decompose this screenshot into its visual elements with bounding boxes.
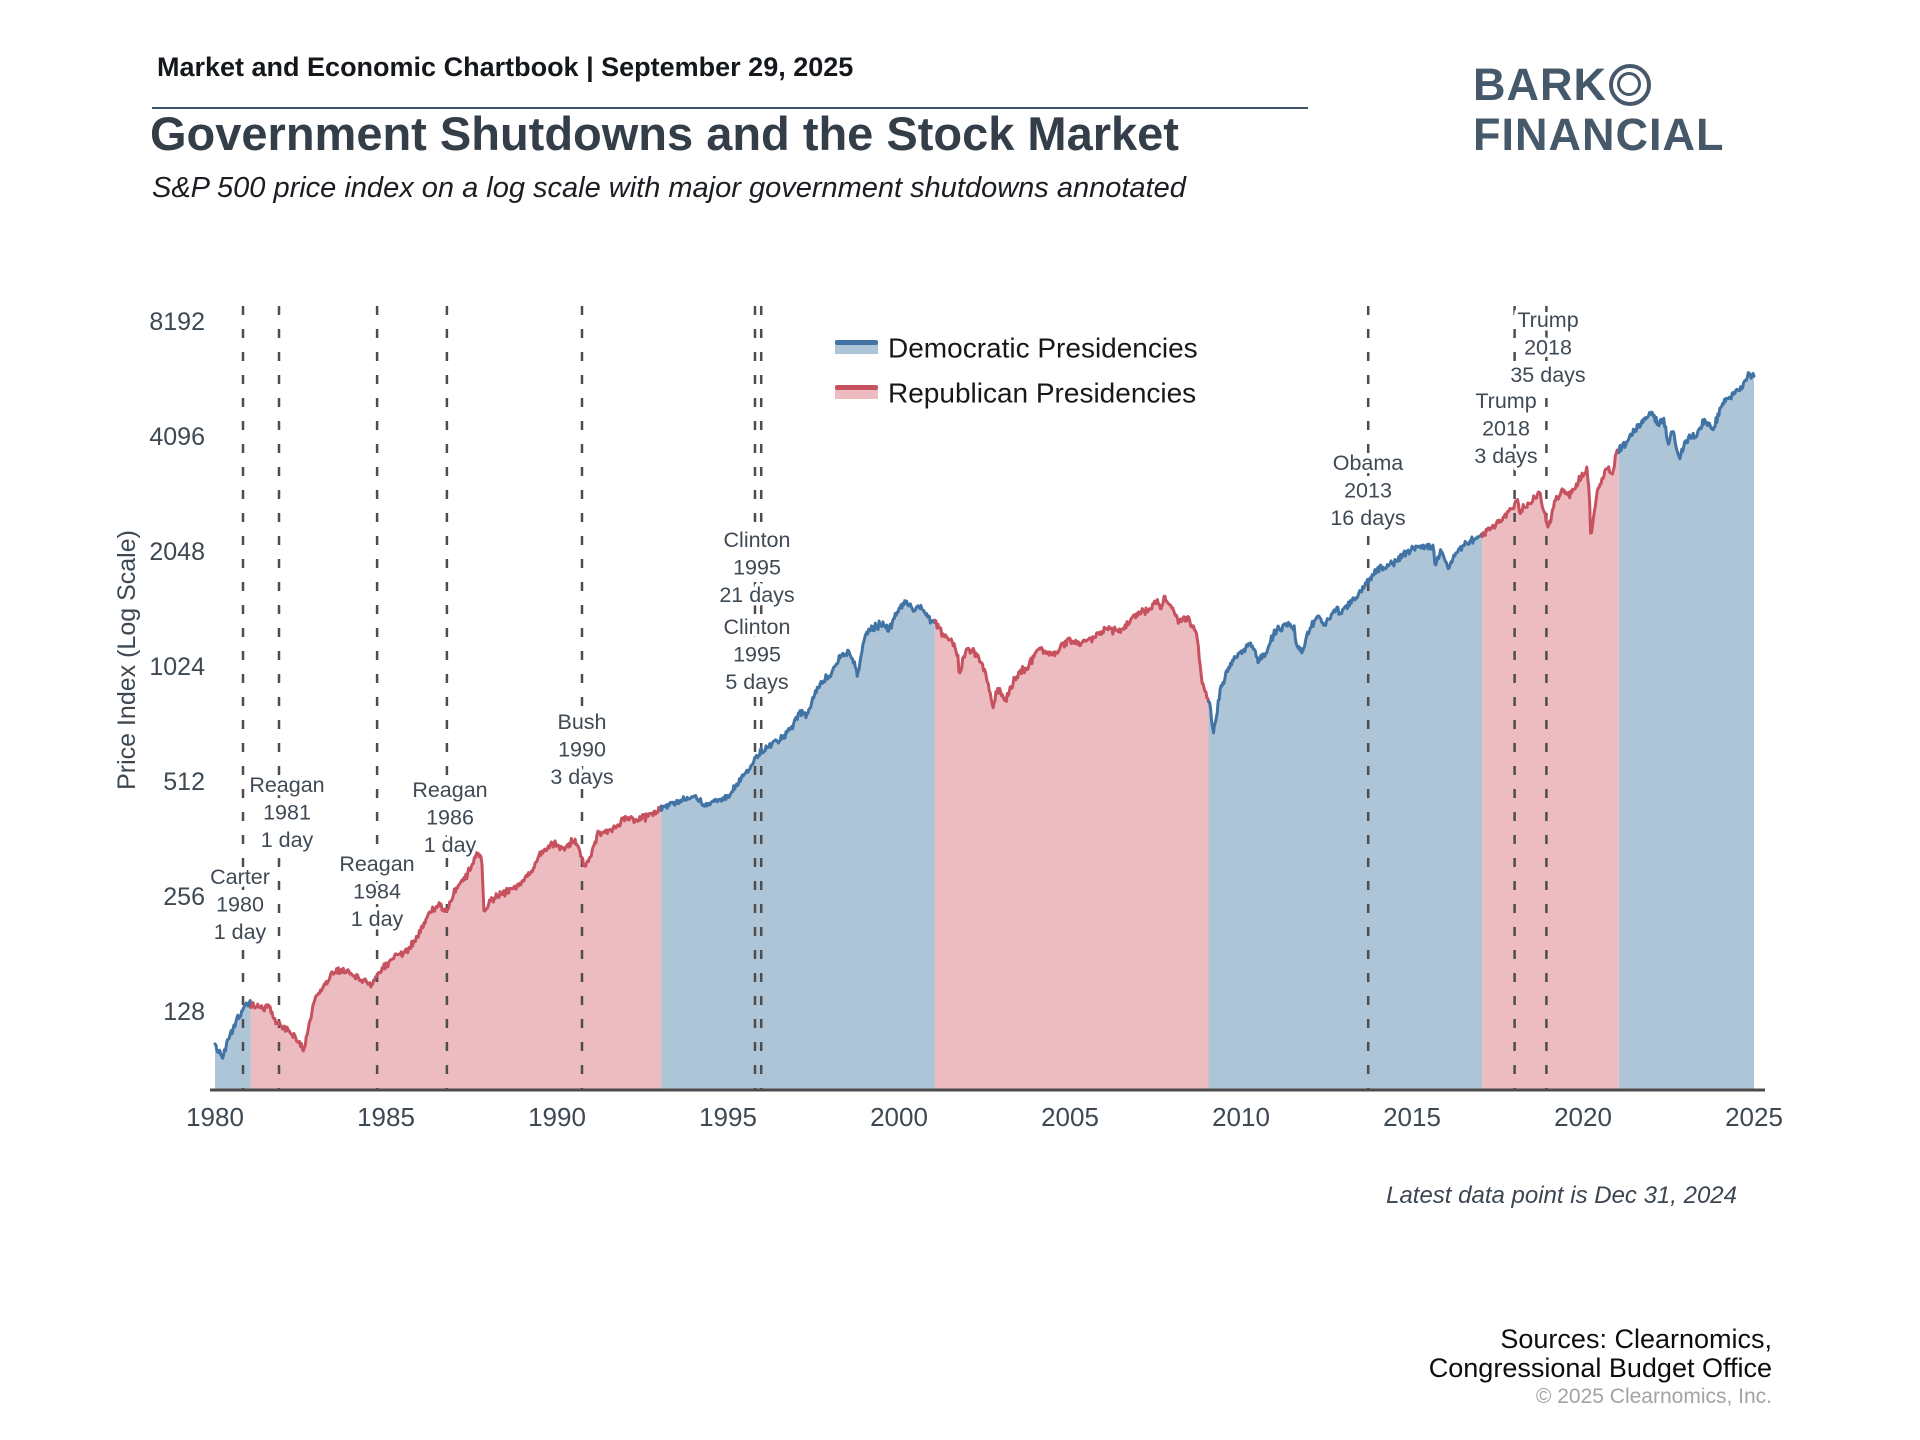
shutdown-label-line: 1 day	[351, 907, 404, 931]
x-tick-label-2005: 2005	[1041, 1102, 1099, 1132]
shutdown-label-line: 1984	[353, 880, 401, 904]
y-tick-label-4096: 4096	[149, 423, 205, 451]
y-tick-label-2048: 2048	[149, 538, 205, 566]
x-tick-label-1990: 1990	[528, 1102, 586, 1132]
line-segment-trump	[1480, 448, 1621, 539]
y-tick-label-1024: 1024	[149, 653, 205, 681]
shutdown-label-line: 1986	[426, 806, 474, 830]
legend-swatch-fill	[835, 344, 878, 354]
y-tick-label-256: 256	[163, 883, 205, 911]
x-tick-label-2015: 2015	[1383, 1102, 1441, 1132]
shutdown-label-trump-2018-8: Trump 2018 35 days	[1507, 305, 1589, 391]
shutdown-label-line: 21 days	[719, 583, 794, 607]
shutdown-label-reagan-1981-1: Reagan 1981 1 day	[246, 770, 328, 856]
shutdown-label-line: 35 days	[1510, 363, 1585, 387]
line-segment-bush	[933, 594, 1210, 710]
shutdown-label-line: 3 days	[550, 765, 613, 789]
page-title: Government Shutdowns and the Stock Marke…	[150, 107, 1179, 160]
logo-text-financial: FINANCIAL	[1473, 109, 1725, 160]
shutdown-label-line: 1995	[733, 556, 781, 580]
shutdown-label-line: 2018	[1524, 336, 1572, 360]
x-tick-label-2000: 2000	[870, 1102, 928, 1132]
header-divider	[152, 107, 1308, 109]
line-segment-obama	[1207, 532, 1484, 735]
shutdown-label-line: Reagan	[249, 773, 324, 797]
shutdown-label-carter-1980-0: Carter 1980 1 day	[207, 862, 274, 948]
shutdown-label-reagan-1986-3: Reagan 1986 1 day	[409, 775, 491, 861]
area-segment-clinton	[661, 600, 935, 1090]
area-segment-biden	[1618, 372, 1754, 1091]
x-tick-label-1980: 1980	[186, 1102, 244, 1132]
area-segment-bush	[934, 596, 1209, 1090]
shutdown-label-line: 2013	[1344, 479, 1392, 503]
shutdown-label-line: 1990	[558, 738, 606, 762]
sources-line2: Congressional Budget Office	[1428, 1353, 1772, 1383]
logo-line2: FINANCIAL	[1473, 110, 1724, 160]
y-tick-label-512: 512	[163, 768, 205, 796]
shutdown-label-line: 1 day	[214, 920, 267, 944]
shutdown-label-line: Clinton	[724, 528, 791, 552]
shutdown-label-line: 1981	[263, 801, 311, 825]
shutdown-label-reagan-1984-2: Reagan 1984 1 day	[336, 849, 418, 935]
shutdown-label-trump-2018-9: Trump 2018 3 days	[1471, 386, 1541, 472]
shutdown-label-line: 1995	[733, 643, 781, 667]
page-subtitle: S&P 500 price index on a log scale with …	[152, 172, 1186, 204]
legend-item-democratic: Democratic Presidencies	[835, 333, 1198, 364]
legend-item-republican: Republican Presidencies	[835, 378, 1196, 409]
y-axis-title: Price Index (Log Scale)	[113, 530, 141, 790]
area-segment-carter	[215, 1000, 251, 1090]
shutdown-label-line: 3 days	[1474, 444, 1537, 468]
x-tick-label-1995: 1995	[699, 1102, 757, 1132]
brand-logo: BARK FINANCIAL	[1473, 60, 1724, 160]
shutdown-label-line: 5 days	[725, 670, 788, 694]
shutdown-label-line: 2018	[1482, 417, 1530, 441]
area-segment-reagan-bush	[250, 806, 662, 1090]
shutdown-label-line: 1980	[216, 893, 264, 917]
shutdown-label-line: Clinton	[724, 615, 791, 639]
legend-swatch-fill	[835, 389, 878, 399]
shutdown-label-bush-1990-4: Bush 1990 3 days	[547, 707, 617, 793]
shutdown-label-line: Reagan	[339, 852, 414, 876]
shutdown-label-line: Obama	[1333, 451, 1404, 475]
y-tick-label-128: 128	[163, 998, 205, 1026]
x-tick-label-2020: 2020	[1554, 1102, 1612, 1132]
x-tick-label-2025: 2025	[1725, 1102, 1783, 1132]
chartbook-header: Market and Economic Chartbook | Septembe…	[157, 52, 854, 82]
shutdown-label-line: Bush	[557, 710, 606, 734]
shutdown-label-clinton-1995-5: Clinton 1995 21 days	[716, 525, 798, 611]
shutdown-label-line: Reagan	[412, 778, 487, 802]
line-segment-reagan-bush	[249, 804, 663, 1053]
footnote-latest-data: Latest data point is Dec 31, 2024	[1386, 1182, 1737, 1209]
shutdown-label-obama-2013-7: Obama 2013 16 days	[1327, 448, 1409, 534]
area-segment-trump	[1482, 450, 1619, 1091]
shutdown-label-line: 1 day	[261, 828, 314, 852]
y-tick-label-8192: 8192	[149, 308, 205, 336]
x-tick-label-2010: 2010	[1212, 1102, 1270, 1132]
shutdown-label-line: Trump	[1475, 389, 1536, 413]
shutdown-label-line: 16 days	[1330, 506, 1405, 530]
copyright-text: © 2025 Clearnomics, Inc.	[1535, 1385, 1772, 1408]
shutdown-label-line: Trump	[1517, 308, 1578, 332]
legend-swatch-line	[835, 385, 878, 390]
legend-label: Democratic Presidencies	[888, 333, 1198, 364]
line-segment-clinton	[659, 599, 937, 812]
shutdown-label-line: Carter	[210, 865, 270, 889]
legend-swatch-line	[835, 340, 878, 345]
logo-line1: BARK	[1473, 60, 1724, 110]
line-segment-carter	[213, 999, 253, 1060]
area-segment-obama	[1208, 534, 1483, 1090]
sources-text: Sources: Clearnomics, Congressional Budg…	[1429, 1325, 1772, 1383]
sources-line1: Sources: Clearnomics,	[1500, 1324, 1772, 1354]
logo-bullseye-icon	[1609, 64, 1651, 106]
logo-text-bark: BARK	[1473, 59, 1607, 110]
shutdown-label-clinton-1995-6: Clinton 1995 5 days	[720, 612, 794, 698]
x-tick-label-1985: 1985	[357, 1102, 415, 1132]
shutdown-label-line: 1 day	[424, 833, 477, 857]
legend-label: Republican Presidencies	[888, 378, 1196, 409]
line-segment-biden	[1617, 371, 1756, 461]
